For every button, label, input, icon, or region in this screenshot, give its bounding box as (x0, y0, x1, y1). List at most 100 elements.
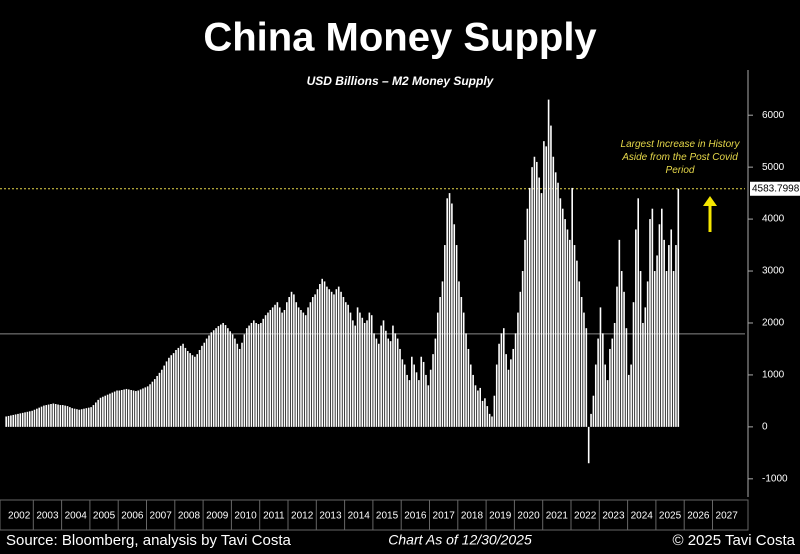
bar (352, 320, 354, 427)
bar (399, 348, 401, 427)
bar (519, 291, 522, 427)
bar (573, 245, 576, 427)
y-tick-label: 0 (762, 422, 768, 433)
bar (569, 239, 571, 427)
bar (521, 271, 524, 427)
y-tick-label: 5000 (762, 162, 785, 173)
bar (196, 354, 199, 427)
bar (613, 322, 616, 427)
bar (547, 99, 550, 427)
bar (375, 338, 378, 427)
bar (670, 229, 673, 427)
bar (97, 399, 99, 427)
bar (128, 389, 130, 427)
bar (672, 271, 675, 427)
last-value-label: 4583.7998 (752, 183, 800, 194)
bar (644, 307, 647, 427)
bar (653, 271, 656, 427)
bar (599, 307, 602, 427)
bar (295, 302, 298, 427)
bar (531, 167, 533, 427)
bar (415, 372, 418, 427)
bar (554, 172, 557, 427)
bar (498, 343, 500, 427)
bar (47, 404, 50, 427)
chart-subtitle: USD Billions – M2 Money Supply (307, 74, 495, 88)
bar (467, 348, 470, 427)
bar (189, 353, 191, 427)
bar (135, 391, 137, 427)
bar (524, 239, 526, 427)
bar (597, 338, 599, 427)
bar (566, 229, 569, 427)
bar (21, 412, 24, 427)
bar (394, 333, 397, 427)
bar (297, 307, 300, 427)
x-axis-frame (0, 499, 749, 531)
bar (144, 387, 147, 427)
source: Source: Bloomberg, analysis by Tavi Cost… (6, 532, 292, 549)
x-tick-label: 2026 (687, 511, 710, 522)
bar (125, 388, 128, 427)
bar (538, 177, 540, 427)
bar (439, 297, 441, 427)
bar (61, 405, 64, 427)
bar (481, 400, 484, 427)
bar (210, 332, 213, 427)
bar (78, 409, 81, 427)
bar (635, 229, 637, 427)
bar (113, 391, 116, 427)
bar (340, 291, 342, 427)
bar (165, 361, 168, 427)
bar (389, 341, 392, 427)
bar (260, 322, 262, 427)
x-tick-label: 2005 (93, 511, 116, 522)
bar (80, 409, 83, 427)
bar (269, 309, 272, 427)
bar (401, 359, 404, 427)
bar (281, 312, 283, 427)
bar (406, 374, 408, 427)
bar (677, 188, 680, 427)
x-tick-label: 2003 (36, 511, 59, 522)
bar (245, 328, 248, 427)
bar (286, 302, 288, 427)
bar (392, 325, 394, 427)
bar (500, 333, 503, 427)
bar (422, 361, 425, 427)
bar (205, 338, 208, 427)
bar (611, 338, 614, 427)
bar (354, 325, 357, 427)
bar (477, 390, 479, 427)
bar (432, 354, 434, 427)
bar (76, 409, 78, 427)
bar (649, 219, 651, 427)
x-tick-label: 2017 (433, 511, 456, 522)
bar (561, 208, 564, 427)
last-value-box (750, 181, 800, 196)
bar (564, 219, 566, 427)
bar (319, 284, 321, 427)
bar (606, 380, 609, 427)
x-tick-label: 2022 (574, 511, 597, 522)
bar (94, 402, 97, 427)
bar (163, 365, 165, 427)
bar (580, 297, 583, 427)
bar (26, 411, 29, 427)
bar (604, 364, 606, 427)
x-tick-label: 2023 (602, 511, 625, 522)
bar (448, 193, 451, 427)
bar (142, 388, 144, 427)
copyright: © 2025 Tavi Costa (672, 532, 795, 549)
bar (316, 289, 319, 427)
bar (387, 338, 390, 427)
bar (198, 349, 201, 427)
bar (434, 338, 437, 427)
bar (514, 333, 517, 427)
y-tick-label: 3000 (762, 266, 785, 277)
bar (203, 342, 206, 427)
bar (267, 312, 269, 427)
bar (335, 289, 338, 427)
bar (328, 289, 331, 427)
